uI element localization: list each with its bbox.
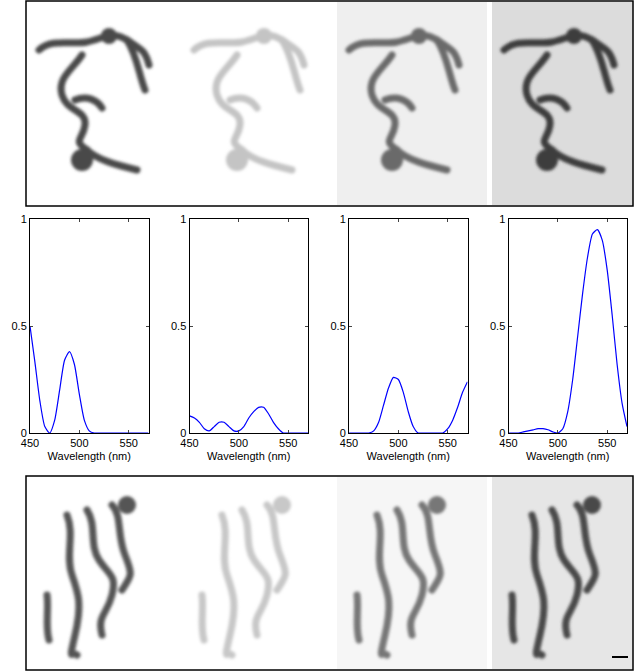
svg-text:0.5: 0.5 [490, 320, 505, 332]
svg-text:0.5: 0.5 [331, 320, 346, 332]
svg-text:0: 0 [21, 427, 27, 439]
svg-text:0.5: 0.5 [171, 320, 186, 332]
svg-text:450: 450 [21, 437, 39, 449]
svg-text:450: 450 [340, 437, 358, 449]
svg-text:Wavelength (nm): Wavelength (nm) [207, 450, 290, 462]
svg-text:550: 550 [439, 437, 457, 449]
svg-text:500: 500 [549, 437, 567, 449]
svg-text:0: 0 [340, 427, 346, 439]
svg-text:550: 550 [279, 437, 297, 449]
svg-text:Wavelength (nm): Wavelength (nm) [526, 450, 609, 462]
svg-text:1: 1 [180, 213, 186, 225]
svg-text:500: 500 [389, 437, 407, 449]
svg-text:500: 500 [70, 437, 88, 449]
svg-text:1: 1 [21, 213, 27, 225]
svg-text:550: 550 [120, 437, 138, 449]
svg-text:1: 1 [340, 213, 346, 225]
svg-text:0: 0 [499, 427, 505, 439]
svg-text:500: 500 [230, 437, 248, 449]
svg-text:0: 0 [180, 427, 186, 439]
svg-text:Wavelength (nm): Wavelength (nm) [367, 450, 450, 462]
svg-text:450: 450 [180, 437, 198, 449]
svg-text:550: 550 [598, 437, 616, 449]
svg-text:Wavelength (nm): Wavelength (nm) [48, 450, 131, 462]
svg-text:1: 1 [499, 213, 505, 225]
svg-text:0.5: 0.5 [12, 320, 27, 332]
svg-text:450: 450 [499, 437, 517, 449]
